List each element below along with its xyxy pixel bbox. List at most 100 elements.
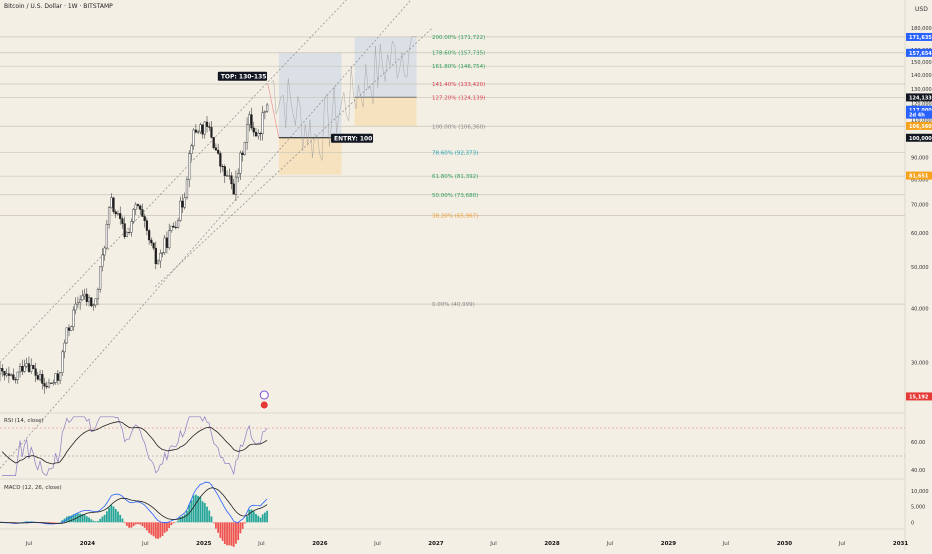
macd-histogram-bar (228, 522, 230, 545)
candle-body (99, 267, 101, 289)
candle-body (179, 201, 181, 221)
macd-tick-label: 5,000 (911, 505, 925, 511)
macd-histogram-bar (233, 522, 235, 547)
time-tick-label: 2030 (777, 541, 792, 547)
macd-histogram-bar (219, 522, 221, 538)
macd-histogram-bar (170, 522, 172, 525)
candle-body (115, 212, 117, 214)
candle-body (15, 379, 17, 380)
candle-body (106, 224, 108, 248)
macd-histogram-bar (266, 511, 268, 522)
macd-tick-label: 0 (911, 520, 914, 526)
price-tag-label: 100,000 (909, 136, 932, 142)
candle-body (233, 184, 235, 194)
candle-body (70, 327, 72, 331)
candle-body (170, 226, 172, 231)
macd-histogram-bar (231, 522, 233, 546)
candle-body (17, 372, 19, 380)
fib-level-label: 141.40% (133,420) (432, 82, 485, 88)
rsi-title: RSI (14, close) (4, 418, 44, 424)
time-tick-label: 2029 (661, 541, 676, 547)
time-tick-label: Jul (838, 541, 846, 547)
candle-body (242, 153, 244, 155)
candle-body (159, 253, 161, 261)
candle-body (262, 113, 264, 134)
candle-body (251, 115, 253, 128)
price-tag-label: 2d 4h (909, 113, 925, 119)
price-tick-label: 60,000 (911, 231, 929, 237)
macd-histogram-bar (166, 522, 168, 531)
fib-level-label: 178.60% (157,735) (432, 51, 485, 57)
candle-body (202, 125, 204, 134)
symbol-title: Bitcoin / U.S. Dollar · 1W · BITSTAMP (4, 3, 113, 10)
candle-body (66, 328, 68, 343)
candle-body (211, 127, 213, 137)
candle-body (168, 231, 170, 248)
candle-body (122, 219, 124, 224)
candle-body (32, 365, 34, 368)
macd-histogram-bar (248, 510, 250, 523)
macd-histogram-bar (262, 514, 264, 522)
candle-body (222, 166, 224, 167)
macd-histogram-bar (182, 516, 184, 522)
candle-body (226, 176, 228, 177)
candle-body (77, 303, 79, 304)
annotation-label: ENTRY: 100 (334, 135, 372, 142)
price-tag-label: 157,654 (909, 51, 932, 57)
candle-body (110, 198, 112, 208)
macd-histogram-bar (255, 514, 257, 522)
candle-body (46, 386, 48, 387)
candle-body (240, 153, 242, 173)
candle-body (10, 375, 12, 376)
price-tick-label: 140,000 (911, 73, 932, 79)
macd-histogram-bar (162, 522, 164, 536)
macd-histogram-bar (142, 522, 144, 526)
price-tag-label: 106,560 (909, 124, 932, 130)
candle-body (126, 232, 128, 237)
rsi-tick-label: 40.00 (911, 468, 925, 474)
macd-histogram-bar (130, 522, 132, 527)
candle-body (253, 128, 255, 132)
candle-body (197, 132, 199, 133)
time-tick-label: 2025 (196, 541, 211, 547)
projection-target-zone-2 (355, 37, 417, 98)
macd-histogram-bar (122, 519, 124, 523)
candle-body (95, 299, 97, 305)
candle-body (48, 383, 50, 387)
macd-histogram-bar (157, 522, 159, 539)
fib-level-label: 61.80% (81,392) (432, 174, 478, 180)
macd-histogram-bar (173, 522, 175, 523)
candle-body (162, 253, 164, 254)
time-tick-label: Jul (141, 541, 149, 547)
time-tick-label: Jul (25, 541, 33, 547)
macd-histogram-bar (101, 517, 103, 523)
fib-level-label: 50.00% (73,680) (432, 193, 478, 199)
candle-body (1, 368, 3, 371)
candle-body (264, 111, 266, 112)
price-tag-label: 15,192 (909, 394, 929, 400)
candle-body (128, 232, 130, 233)
macd-histogram-bar (217, 522, 219, 532)
time-tick-label: 2031 (893, 541, 908, 547)
fib-level-label: 127.20% (124,139) (432, 95, 485, 101)
time-tick-label: 2028 (544, 541, 559, 547)
price-tick-label: 90,000 (911, 155, 929, 161)
macd-histogram-bar (126, 522, 128, 526)
macd-histogram-bar (237, 522, 239, 540)
macd-histogram-bar (79, 514, 81, 523)
candle-body (139, 206, 141, 210)
candle-body (117, 213, 119, 214)
candle-body (35, 369, 37, 376)
fib-level-label: 38.20% (65,967) (432, 213, 478, 219)
candle-body (26, 364, 28, 367)
candle-body (130, 222, 132, 233)
candle-body (195, 130, 197, 132)
candle-body (75, 304, 77, 310)
candle-body (90, 298, 92, 306)
candle-body (166, 238, 168, 248)
time-tick-label: Jul (606, 541, 614, 547)
candle-body (215, 148, 217, 150)
macd-histogram-bar (86, 516, 88, 522)
